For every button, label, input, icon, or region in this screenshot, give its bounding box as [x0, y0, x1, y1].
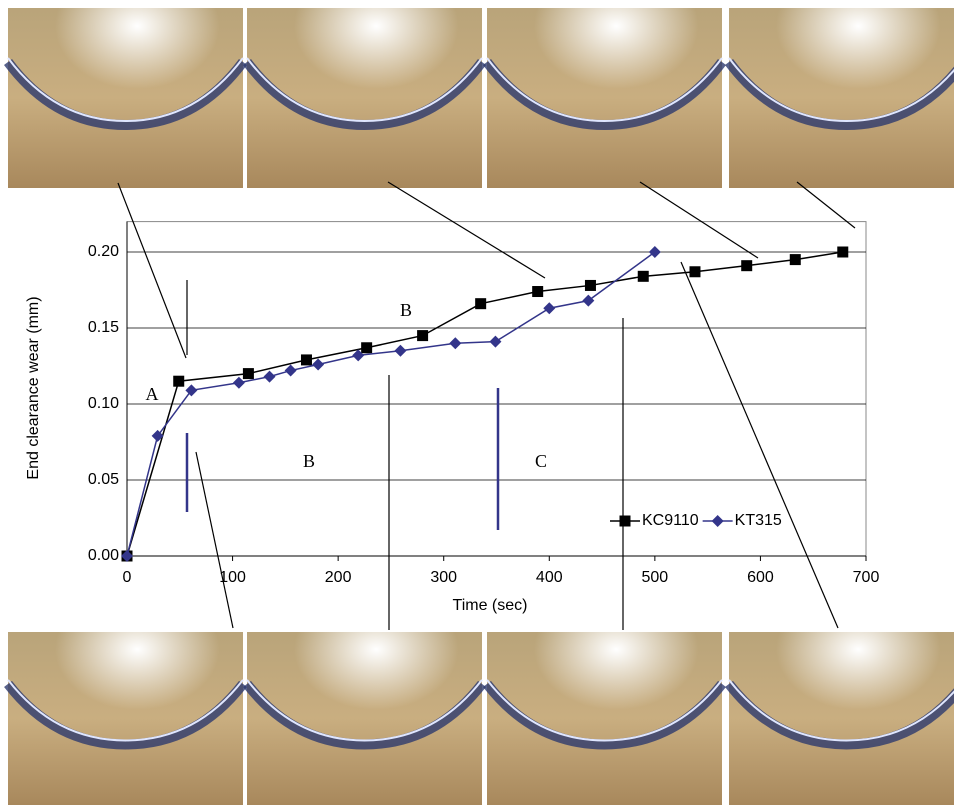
marker	[741, 260, 752, 271]
y-tick-label: 0.10	[88, 395, 119, 412]
marker	[790, 254, 801, 265]
y-tick-label: 0.00	[88, 547, 119, 564]
marker	[689, 266, 700, 277]
chart: Time (sec) End clearance wear (mm) 0.000…	[25, 182, 879, 630]
annotation: B	[303, 451, 315, 471]
marker	[837, 247, 848, 258]
annotation: C	[535, 451, 547, 471]
legend-label: KC9110	[642, 512, 699, 529]
marker	[243, 368, 254, 379]
legend-label: KT315	[735, 512, 782, 529]
x-tick-label: 700	[853, 569, 880, 586]
y-axis-label: End clearance wear (mm)	[25, 296, 42, 479]
y-tick-label: 0.20	[88, 243, 119, 260]
x-tick-label: 600	[747, 569, 774, 586]
legend-marker	[620, 516, 631, 527]
x-axis-label: Time (sec)	[453, 597, 528, 614]
x-tick-label: 500	[642, 569, 669, 586]
plot-area	[127, 222, 866, 556]
x-tick-label: 200	[325, 569, 352, 586]
annotation: B	[400, 300, 412, 320]
x-tick-label: 0	[123, 569, 132, 586]
annotation: A	[146, 384, 159, 404]
x-tick-label: 400	[536, 569, 563, 586]
marker	[173, 376, 184, 387]
marker	[475, 298, 486, 309]
marker	[638, 271, 649, 282]
y-tick-label: 0.05	[88, 471, 119, 488]
marker	[532, 286, 543, 297]
marker	[585, 280, 596, 291]
marker	[301, 354, 312, 365]
marker	[417, 330, 428, 341]
figure: Time (sec) End clearance wear (mm) 0.000…	[0, 0, 954, 805]
y-tick-label: 0.15	[88, 319, 119, 336]
marker	[361, 342, 372, 353]
x-tick-label: 300	[430, 569, 457, 586]
